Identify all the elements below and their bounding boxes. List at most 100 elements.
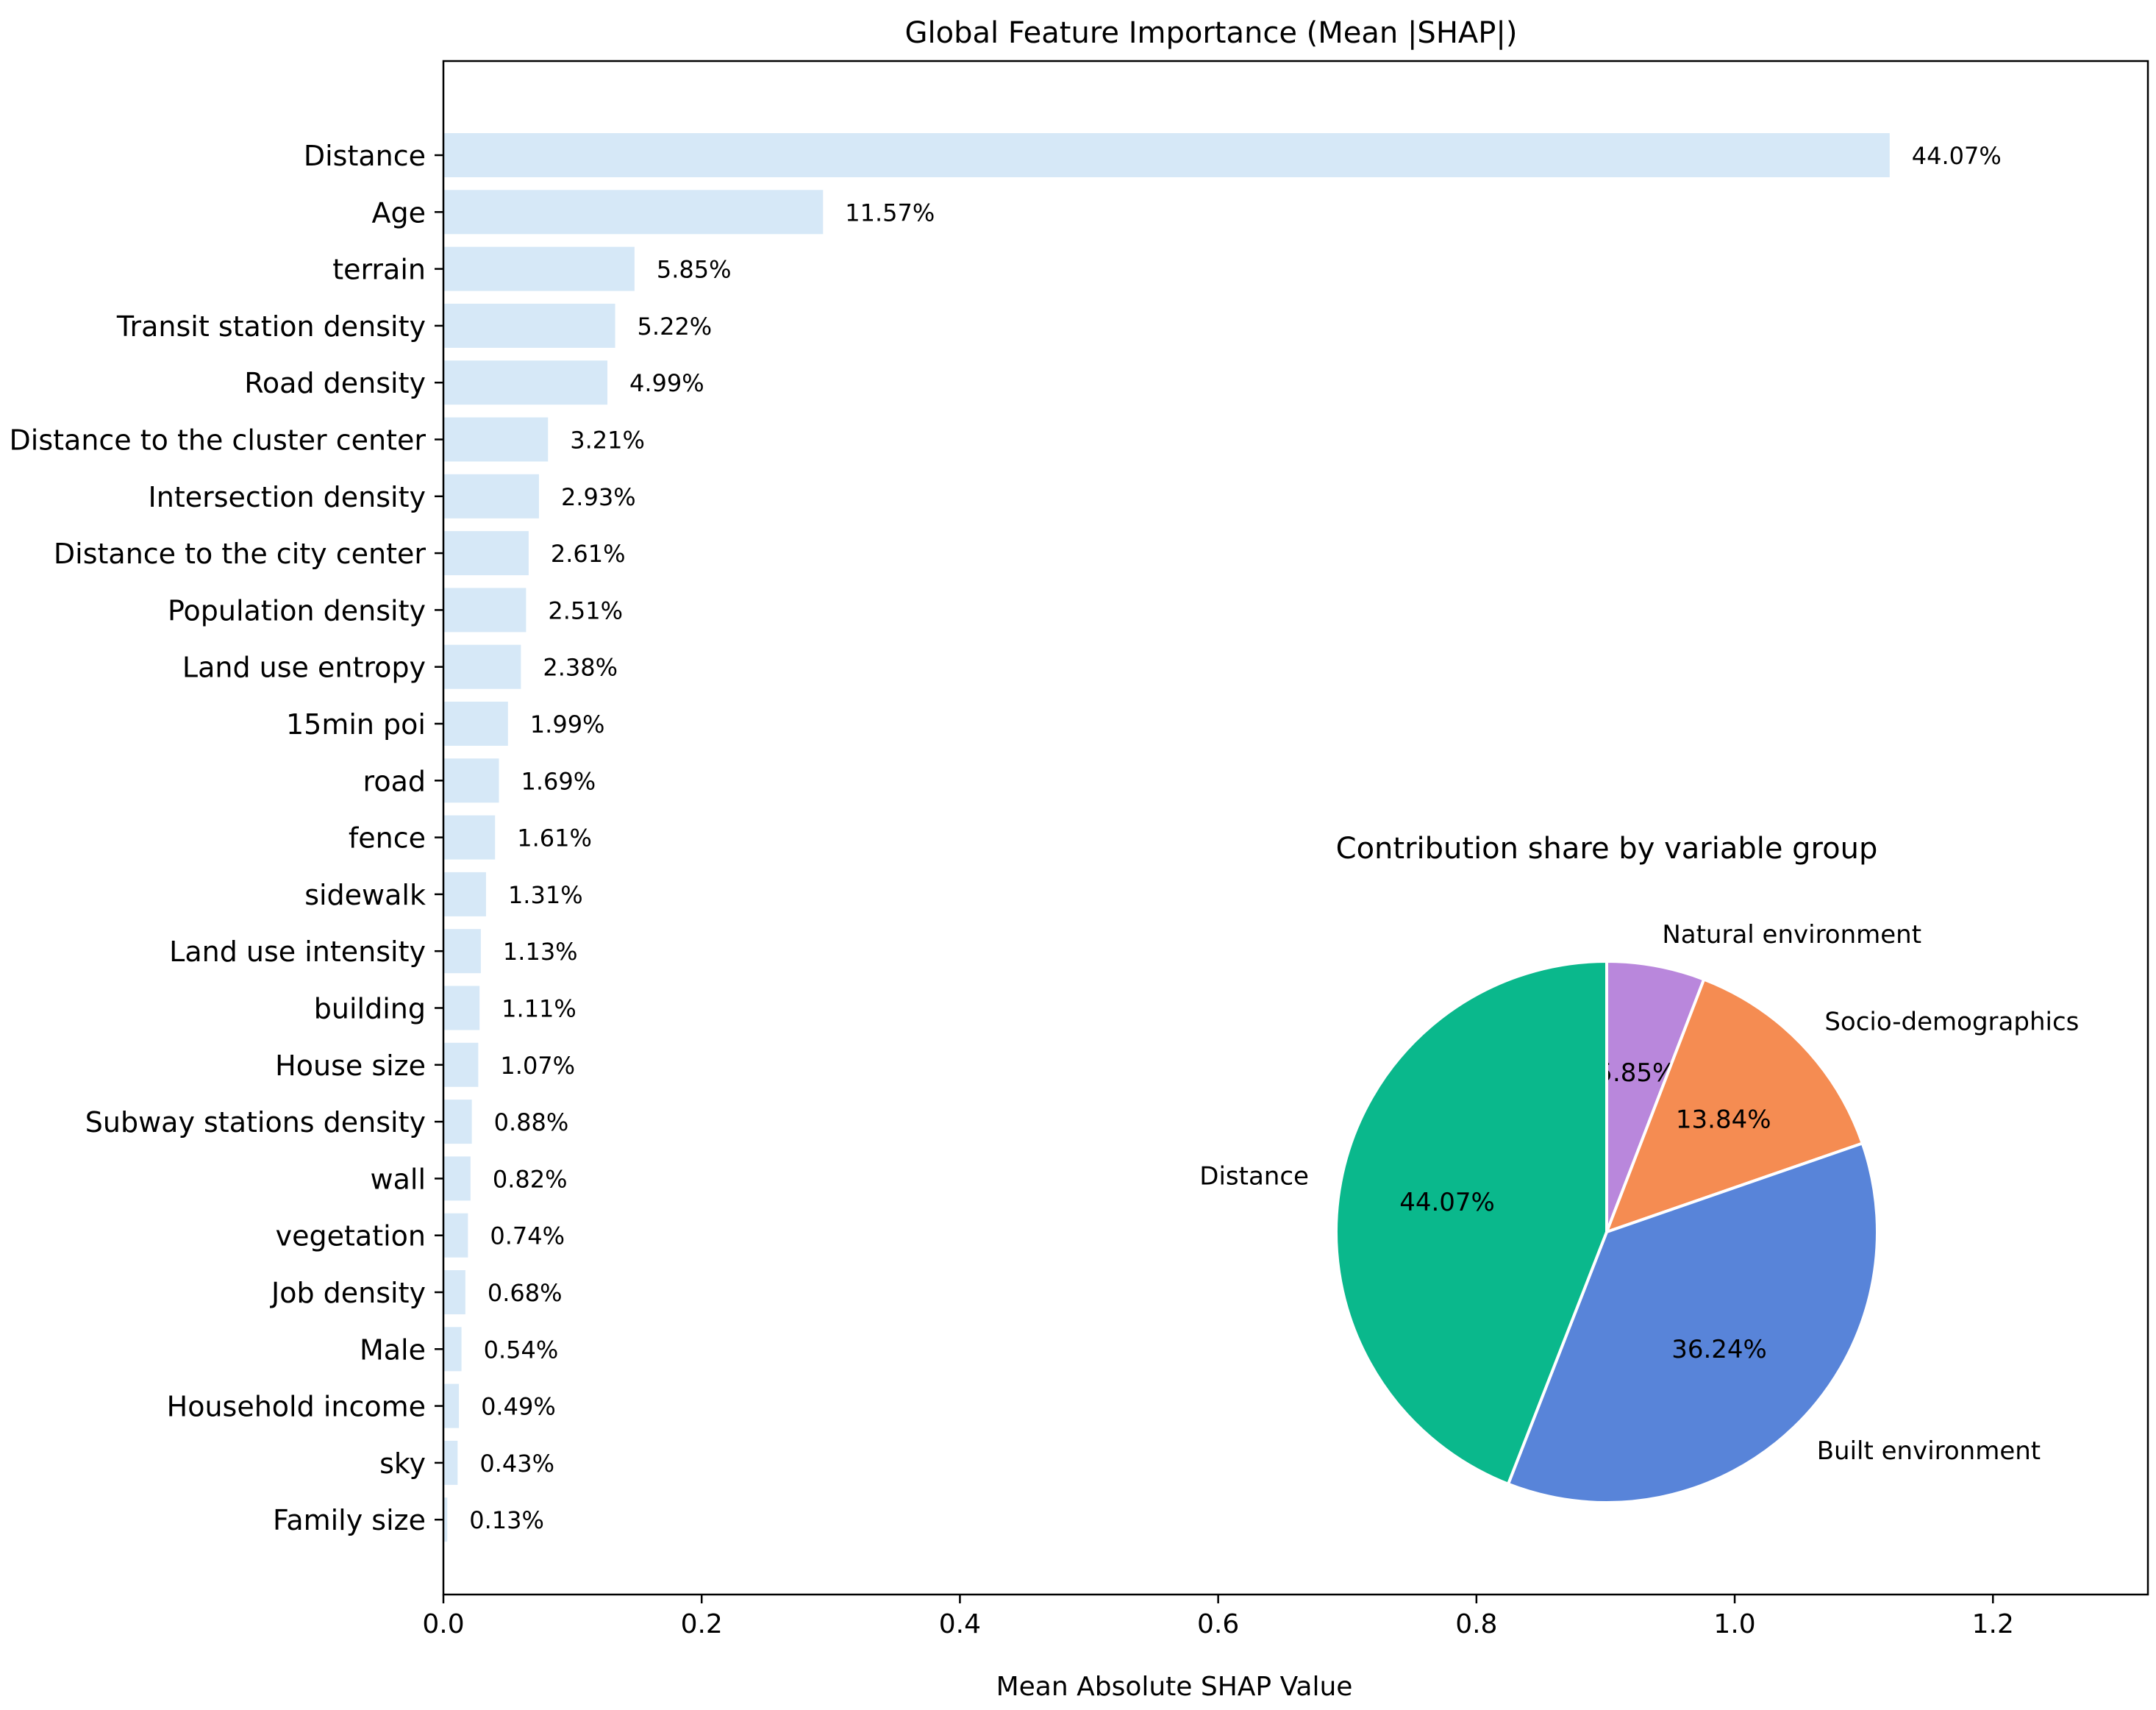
bar (443, 644, 521, 689)
bar (443, 133, 1890, 177)
bar-data-label: 2.93% (561, 483, 636, 511)
bar (443, 758, 499, 803)
y-tick-label: terrain (332, 254, 426, 286)
y-tick-label: sidewalk (304, 879, 426, 911)
x-tick-label: 1.0 (1713, 1609, 1755, 1639)
x-axis: 0.0 0.2 0.4 0.6 0.8 1.0 1.2 (422, 1595, 2014, 1639)
bar (443, 702, 508, 746)
y-tick-label: Intersection density (149, 481, 426, 513)
y-tick-label: building (314, 993, 426, 1025)
bar (443, 190, 824, 235)
x-tick-label: 0.8 (1455, 1609, 1497, 1639)
bar-data-label: 5.22% (638, 313, 713, 341)
x-tick-label: 1.2 (1972, 1609, 2014, 1639)
y-tick-label: Family size (273, 1504, 426, 1536)
bar (443, 986, 480, 1030)
y-tick-label: House size (275, 1050, 426, 1082)
y-tick-label: road (363, 765, 426, 797)
x-tick-label: 0.2 (681, 1609, 723, 1639)
bar-data-label: 2.38% (543, 654, 618, 682)
y-tick-label: Transit station density (116, 310, 426, 343)
bar (443, 1440, 458, 1485)
y-tick-label: Distance to the city center (54, 538, 426, 570)
bar-chart-title: Global Feature Importance (Mean |SHAP|) (905, 16, 1518, 50)
bar-data-label: 2.51% (548, 596, 623, 624)
bar-data-label: 1.61% (517, 824, 592, 852)
y-tick-label: 15min poi (286, 708, 426, 741)
pie-slice (1604, 977, 1865, 1235)
bar (443, 872, 486, 916)
bar-plot: Distance 44.07% Age 11.57% terrain 5.85% Trans… (10, 133, 2002, 1542)
bar-data-label: 3.21% (570, 427, 645, 455)
pie-chart-inset: Contribution share by variable group Nat… (1199, 813, 2110, 1548)
x-tick-label: 0.4 (939, 1609, 981, 1639)
bar (443, 303, 615, 348)
bar-data-label: 1.13% (503, 938, 578, 966)
bar (443, 474, 539, 519)
pie-slice-label: Natural environment (1662, 920, 1921, 950)
y-tick-label: Road density (244, 367, 426, 399)
y-tick-label: Land use intensity (169, 936, 426, 968)
pie-slice (1605, 959, 1706, 1233)
y-tick-label: vegetation (276, 1220, 426, 1253)
bar-data-label: 1.11% (501, 995, 577, 1023)
bar-data-label: 2.61% (551, 540, 626, 568)
bar-data-label: 4.99% (629, 369, 704, 397)
y-tick-label: Distance (304, 140, 426, 172)
y-tick-label: Male (360, 1333, 426, 1366)
bar (443, 417, 549, 462)
bar-data-label: 0.74% (490, 1222, 565, 1250)
y-tick-label: Age (372, 196, 426, 229)
pie-slice (1506, 1141, 1879, 1504)
bar-data-label: 0.82% (493, 1165, 568, 1193)
bar (443, 815, 496, 860)
bar-data-label: 44.07% (1912, 142, 2002, 170)
bar (443, 531, 529, 576)
pie-percent-label: 13.84% (1676, 1105, 1771, 1135)
bar (443, 1042, 479, 1087)
y-tick-label: fence (349, 822, 426, 855)
bar-data-label: 0.43% (479, 1450, 554, 1478)
bar (443, 1383, 460, 1428)
bar-data-label: 11.57% (845, 199, 935, 227)
pie-slice-label: Built environment (1817, 1436, 2041, 1466)
x-tick-label: 0.0 (422, 1609, 464, 1639)
bar-data-label: 0.54% (484, 1336, 559, 1364)
bar-data-label: 0.68% (488, 1279, 563, 1307)
y-tick-label: wall (371, 1163, 426, 1195)
bar-data-label: 5.85% (657, 256, 732, 284)
bar-data-label: 0.49% (481, 1393, 556, 1421)
pie-slice (1335, 959, 1608, 1486)
bar (443, 929, 481, 974)
bar (443, 1327, 462, 1372)
bar-data-label: 1.07% (500, 1052, 575, 1080)
bar (443, 246, 635, 291)
bar (443, 360, 608, 405)
bar (443, 1497, 448, 1542)
plot-frame (442, 60, 2149, 1596)
pie-slices: Natural environment5.85%Socio-demographi… (1199, 920, 2079, 1504)
bar (443, 1156, 471, 1201)
pie-percent-label: 44.07% (1399, 1188, 1495, 1217)
y-tick-label: Land use entropy (182, 652, 426, 684)
bar-data-label: 0.88% (494, 1108, 569, 1136)
pie-chart-title: Contribution share by variable group (1336, 832, 1878, 866)
y-tick-label: Household income (167, 1391, 426, 1423)
bar (443, 588, 526, 633)
bar (443, 1100, 472, 1144)
pie-slice-label: Distance (1199, 1162, 1309, 1191)
y-tick-label: sky (379, 1447, 426, 1480)
x-axis-label: Mean Absolute SHAP Value (996, 1672, 1353, 1702)
y-tick-label: Subway stations density (85, 1106, 426, 1139)
bar-data-label: 1.99% (530, 710, 605, 738)
bar-data-label: 0.13% (469, 1506, 544, 1534)
y-tick-label: Population density (168, 594, 426, 627)
pie-slice-label: Socio-demographics (1824, 1008, 2079, 1037)
x-tick-label: 0.6 (1197, 1609, 1239, 1639)
bar-data-label: 1.69% (521, 767, 596, 795)
bar (443, 1213, 468, 1258)
y-tick-label: Job density (270, 1277, 426, 1309)
bar (443, 1270, 465, 1314)
y-tick-label: Distance to the cluster center (10, 424, 426, 457)
